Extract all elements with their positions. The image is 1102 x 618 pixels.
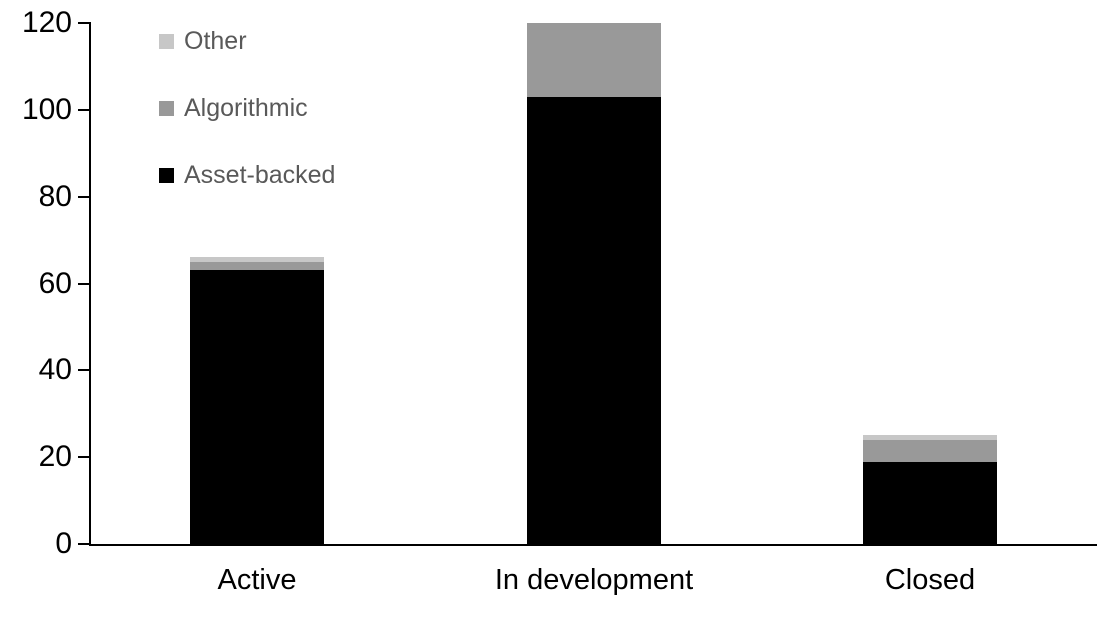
bar-segment-active-asset-backed (190, 270, 324, 544)
y-tick-mark (78, 22, 90, 24)
y-tick-label: 80 (38, 179, 72, 213)
x-category-label: Active (217, 564, 297, 596)
y-tick-label: 120 (21, 6, 72, 39)
y-tick-label: 40 (38, 353, 72, 387)
y-tick-label: 60 (38, 266, 72, 300)
bar-segment-active-algorithmic (190, 261, 324, 271)
bar-segment-closed-other (863, 435, 997, 440)
bar-segment-in-development-asset-backed (527, 96, 661, 544)
y-tick-mark (78, 369, 90, 372)
y-tick-mark (78, 282, 90, 285)
legend-item-algorithmic: Algorithmic (159, 95, 308, 121)
y-axis-line (89, 22, 91, 546)
legend-label: Algorithmic (184, 94, 308, 122)
x-category-label: Closed (884, 564, 976, 596)
y-tick-mark (78, 195, 90, 198)
y-tick-label: 20 (38, 440, 72, 474)
legend-swatch-icon (159, 167, 174, 183)
x-axis-line (89, 544, 1097, 546)
legend-swatch-icon (159, 33, 174, 49)
bar-segment-in-development-algorithmic (527, 23, 661, 97)
legend-label: Asset-backed (184, 161, 336, 189)
legend-item-asset-backed: Asset-backed (159, 162, 335, 188)
bar-segment-active-other (190, 257, 324, 262)
y-tick-label: 0 (55, 527, 72, 560)
bar-segment-closed-algorithmic (863, 439, 997, 462)
legend-swatch-icon (159, 100, 174, 116)
legend-item-other: Other (159, 28, 247, 54)
y-tick-mark (78, 543, 90, 545)
x-category-label: In development (494, 564, 694, 596)
y-tick-mark (78, 108, 90, 111)
y-tick-mark (78, 456, 90, 459)
y-tick-label: 100 (21, 92, 72, 126)
bar-segment-closed-asset-backed (863, 461, 997, 544)
legend-label: Other (184, 27, 247, 55)
